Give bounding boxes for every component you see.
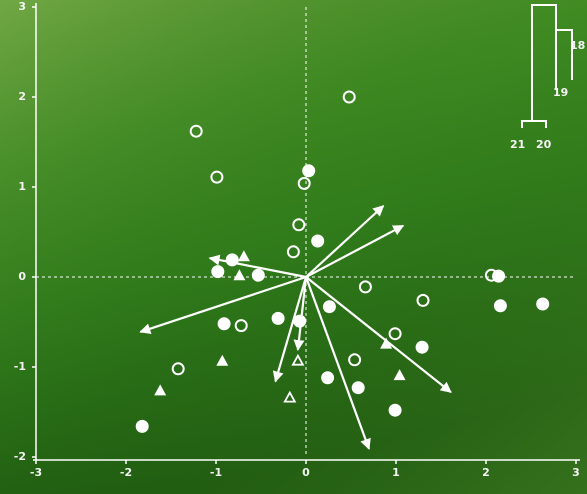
x-tick-label: 1 [392, 466, 400, 479]
dendrogram-label: 18 [570, 39, 585, 52]
point [352, 381, 365, 394]
y-tick-label: 2 [18, 90, 26, 103]
y-tick-label: -2 [14, 450, 26, 463]
y-tick-label: 1 [18, 180, 26, 193]
x-tick-label: 2 [482, 466, 490, 479]
dendrogram-label: 21 [510, 138, 525, 151]
x-tick-label: -1 [210, 466, 222, 479]
point [389, 404, 402, 417]
y-tick-label: -1 [14, 360, 26, 373]
point [536, 298, 549, 311]
point [492, 270, 505, 283]
point [218, 317, 231, 330]
dendrogram-label: 19 [553, 86, 568, 99]
point [494, 299, 507, 312]
x-tick-label: -3 [30, 466, 42, 479]
point [321, 371, 334, 384]
x-tick-label: -2 [120, 466, 132, 479]
point [211, 265, 224, 278]
y-tick-label: 0 [18, 270, 26, 283]
y-tick-label: 3 [18, 0, 26, 13]
point [252, 269, 265, 282]
point [293, 315, 306, 328]
point [416, 341, 429, 354]
point [302, 164, 315, 177]
x-tick-label: 0 [302, 466, 310, 479]
point [323, 300, 336, 313]
x-tick-label: 3 [572, 466, 580, 479]
point [311, 235, 324, 248]
point [136, 420, 149, 433]
point [226, 253, 239, 266]
dendrogram-label: 20 [536, 138, 552, 151]
point [272, 312, 285, 325]
chart: 18 19 21 20 -2 -1 0 1 2 3 -3 -2 -1 0 1 2 3 [0, 0, 587, 494]
